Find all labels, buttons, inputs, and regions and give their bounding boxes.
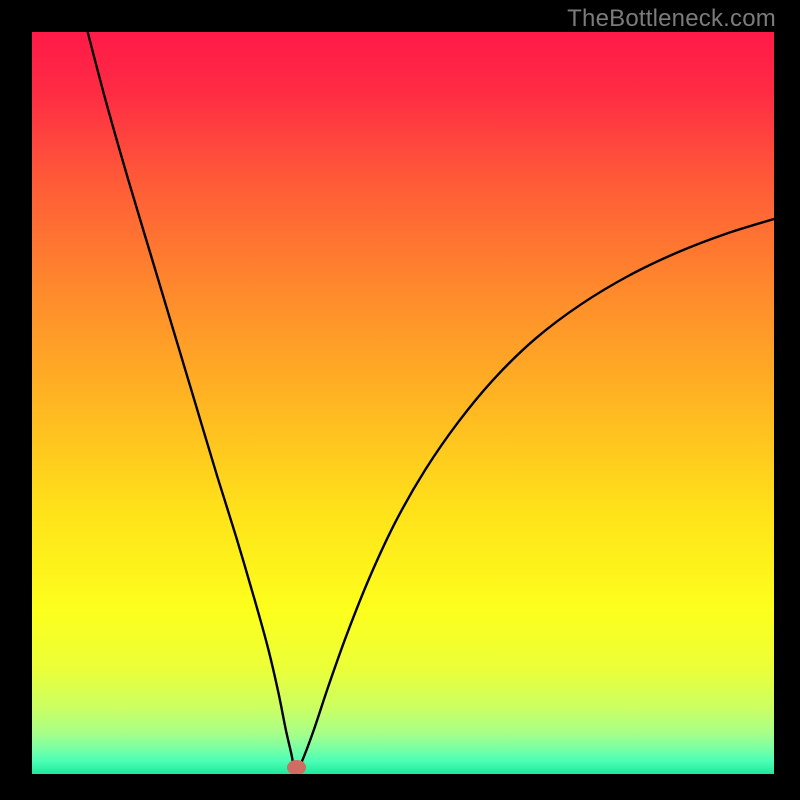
watermark-text: TheBottleneck.com	[567, 5, 776, 33]
curve-path	[88, 32, 774, 774]
minimum-marker	[287, 760, 306, 774]
bottleneck-curve	[32, 32, 774, 774]
plot-area	[32, 32, 774, 774]
